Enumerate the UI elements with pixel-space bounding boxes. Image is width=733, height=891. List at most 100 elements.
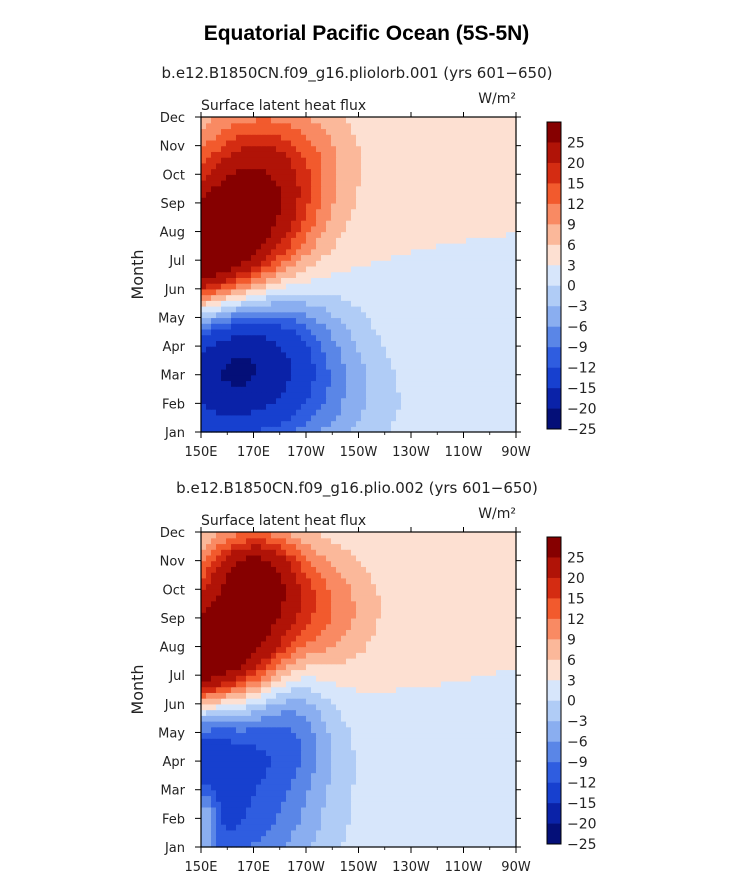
heat-cell bbox=[241, 277, 247, 283]
heat-cell bbox=[251, 323, 257, 329]
heat-cell bbox=[366, 306, 372, 312]
heat-cell bbox=[466, 732, 472, 738]
heat-cell bbox=[216, 146, 222, 152]
heat-cell bbox=[236, 312, 242, 318]
heat-cell bbox=[221, 375, 227, 381]
heat-cell bbox=[451, 824, 457, 830]
heat-cell bbox=[381, 818, 387, 824]
heat-cell bbox=[366, 755, 372, 761]
heat-cell bbox=[241, 767, 247, 773]
heat-cell bbox=[456, 773, 462, 779]
heat-cell bbox=[306, 295, 312, 301]
heat-cell bbox=[256, 778, 262, 784]
heat-cell bbox=[426, 174, 432, 180]
heat-cell bbox=[426, 375, 432, 381]
heat-cell bbox=[336, 818, 342, 824]
heat-cell bbox=[236, 209, 242, 215]
heat-cell bbox=[471, 744, 477, 750]
heat-cell bbox=[201, 209, 207, 215]
heat-cell bbox=[296, 813, 302, 819]
heat-cell bbox=[496, 398, 502, 404]
heat-cell bbox=[281, 392, 287, 398]
heat-cell bbox=[406, 358, 412, 364]
heat-cell bbox=[266, 277, 272, 283]
heat-cell bbox=[366, 146, 372, 152]
heat-cell bbox=[391, 191, 397, 197]
heat-cell bbox=[421, 140, 427, 146]
heat-cell bbox=[496, 340, 502, 346]
heat-cell bbox=[431, 283, 437, 289]
heat-cell bbox=[446, 761, 452, 767]
heat-cell bbox=[451, 830, 457, 836]
heat-cell bbox=[331, 824, 337, 830]
heat-cell bbox=[341, 346, 347, 352]
heat-cell bbox=[336, 157, 342, 163]
heat-cell bbox=[481, 209, 487, 215]
heat-cell bbox=[246, 128, 252, 134]
heat-cell bbox=[371, 277, 377, 283]
heat-cell bbox=[451, 283, 457, 289]
heat-cell bbox=[356, 335, 362, 341]
heat-cell bbox=[361, 790, 367, 796]
heat-cell bbox=[236, 375, 242, 381]
heat-cell bbox=[351, 232, 357, 238]
heat-cell bbox=[421, 163, 427, 169]
heat-cell bbox=[236, 755, 242, 761]
heat-cell bbox=[391, 180, 397, 186]
heat-cell bbox=[486, 317, 492, 323]
heat-cell bbox=[341, 830, 347, 836]
heat-cell bbox=[431, 773, 437, 779]
heat-cell bbox=[301, 163, 307, 169]
heat-cell bbox=[411, 795, 417, 801]
heat-cell bbox=[211, 237, 217, 243]
heat-cell bbox=[411, 117, 417, 123]
heat-cell bbox=[391, 398, 397, 404]
heat-cell bbox=[216, 830, 222, 836]
heat-cell bbox=[376, 715, 382, 721]
heat-cell bbox=[221, 209, 227, 215]
heat-cell bbox=[341, 415, 347, 421]
heat-cell bbox=[406, 157, 412, 163]
heat-cell bbox=[341, 266, 347, 272]
heat-cell bbox=[316, 272, 322, 278]
heat-cell bbox=[401, 300, 407, 306]
heat-cell bbox=[246, 773, 252, 779]
heat-cell bbox=[221, 317, 227, 323]
heat-cell bbox=[356, 169, 362, 175]
heat-cell bbox=[421, 773, 427, 779]
heat-cell bbox=[491, 818, 497, 824]
heat-cell bbox=[206, 214, 212, 220]
heat-cell bbox=[406, 352, 412, 358]
heat-cell bbox=[221, 761, 227, 767]
heat-cell bbox=[446, 191, 452, 197]
heat-cell bbox=[341, 398, 347, 404]
heat-cell bbox=[321, 363, 327, 369]
heat-cell bbox=[311, 163, 317, 169]
heat-cell bbox=[201, 824, 207, 830]
heat-cell bbox=[311, 283, 317, 289]
heat-cell bbox=[206, 197, 212, 203]
heat-cell bbox=[416, 392, 422, 398]
heat-cell bbox=[466, 369, 472, 375]
heat-cell bbox=[376, 398, 382, 404]
heat-cell bbox=[226, 818, 232, 824]
heat-cell bbox=[441, 226, 447, 232]
heat-cell bbox=[351, 226, 357, 232]
heat-cell bbox=[316, 807, 322, 813]
heat-cell bbox=[286, 272, 292, 278]
heat-cell bbox=[441, 140, 447, 146]
heat-cell bbox=[341, 300, 347, 306]
heat-cell bbox=[406, 249, 412, 255]
heat-cell bbox=[376, 386, 382, 392]
heat-cell bbox=[451, 767, 457, 773]
heat-cell bbox=[496, 392, 502, 398]
heat-cell bbox=[501, 824, 507, 830]
heat-cell bbox=[326, 317, 332, 323]
heat-cell bbox=[371, 254, 377, 260]
heat-cell bbox=[261, 220, 267, 226]
heat-cell bbox=[476, 801, 482, 807]
heat-cell bbox=[246, 761, 252, 767]
heat-cell bbox=[441, 801, 447, 807]
heat-cell bbox=[366, 272, 372, 278]
heat-cell bbox=[506, 727, 512, 733]
